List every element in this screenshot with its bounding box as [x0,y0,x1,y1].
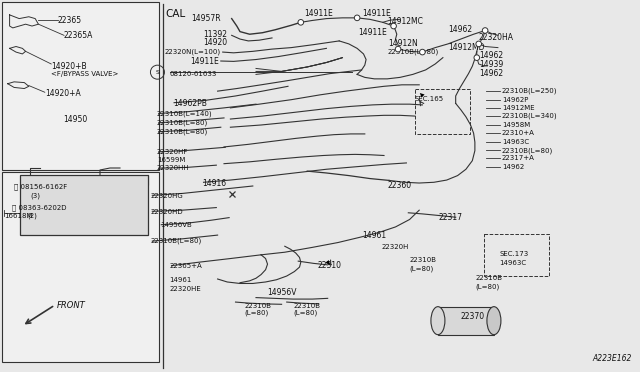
Text: 14962PB: 14962PB [173,99,207,108]
Bar [438,307,494,335]
Circle shape [391,23,396,29]
Text: 22310B(L=80): 22310B(L=80) [150,238,202,244]
Text: 22310B(L=80): 22310B(L=80) [157,128,208,135]
Circle shape [355,15,360,21]
Text: 14920+A: 14920+A [45,89,81,97]
Text: 22365+A: 22365+A [170,263,202,269]
Text: 14911E: 14911E [190,57,219,65]
Text: 16599M: 16599M [157,157,185,163]
Ellipse shape [431,307,445,335]
Text: 14963C: 14963C [502,139,529,145]
Text: 22310: 22310 [317,261,342,270]
Text: 22320HE: 22320HE [170,286,202,292]
Circle shape [476,41,481,47]
Text: 22310+A: 22310+A [502,130,534,136]
Text: 22310B: 22310B [293,303,320,309]
Text: 22310B(L=140): 22310B(L=140) [157,110,212,117]
Text: 14916: 14916 [202,179,227,187]
Text: 22310B(L=250): 22310B(L=250) [502,87,557,94]
Text: 16618M: 16618M [4,213,33,219]
Text: 22370: 22370 [461,312,485,321]
Text: 14956V: 14956V [268,288,297,296]
Text: 14962: 14962 [479,69,503,78]
Text: 14957R: 14957R [191,14,221,23]
Text: (L=80): (L=80) [244,310,269,317]
Text: 14963C: 14963C [499,260,526,266]
Text: 14912MD: 14912MD [448,43,484,52]
Text: 22310B(L=80): 22310B(L=80) [502,147,553,154]
Text: 22365A: 22365A [64,31,93,40]
Text: 14962: 14962 [448,25,472,33]
Text: 22320HF: 22320HF [157,149,188,155]
Text: 22310B(L=80): 22310B(L=80) [157,119,208,126]
Text: 14911E: 14911E [358,28,387,37]
Text: Ⓑ 08156-6162F: Ⓑ 08156-6162F [14,184,67,190]
Text: 14962: 14962 [502,164,524,170]
Text: 22310B: 22310B [244,303,271,309]
Ellipse shape [487,307,501,335]
Bar [415,89,470,134]
Circle shape [483,28,488,33]
Text: 22365: 22365 [58,16,82,25]
Text: 14961: 14961 [362,231,387,240]
Text: 14956VB: 14956VB [160,222,192,228]
Text: A223E162: A223E162 [593,354,632,363]
Text: (2): (2) [27,212,36,219]
Text: 22320N(L=100): 22320N(L=100) [164,48,221,55]
Text: 22310B(L=80): 22310B(L=80) [388,49,439,55]
Text: (L=80): (L=80) [293,310,317,317]
Text: 14962: 14962 [479,51,503,60]
Text: 14920: 14920 [203,38,227,46]
Text: 22360: 22360 [388,181,412,190]
Text: 14961: 14961 [170,277,192,283]
Bar [20,175,148,235]
Text: 22320HD: 22320HD [150,209,183,215]
Text: 14912ME: 14912ME [502,105,534,111]
Text: (L=80): (L=80) [476,283,500,290]
Text: 08120-61633: 08120-61633 [170,71,217,77]
Text: 22317: 22317 [438,213,463,222]
Bar [2,2,159,170]
Text: 22320HG: 22320HG [150,193,183,199]
Text: (3): (3) [31,192,41,199]
Text: 14912MC: 14912MC [387,17,423,26]
Text: 22317+A: 22317+A [502,155,534,161]
Text: 22320HH: 22320HH [157,165,189,171]
Circle shape [396,46,401,52]
Text: 22310B: 22310B [476,275,502,281]
Bar [484,234,549,276]
Circle shape [474,55,479,61]
Text: 14911E: 14911E [305,9,333,17]
Circle shape [298,19,303,25]
Text: S: S [156,70,159,75]
Text: 14962P: 14962P [502,97,528,103]
Text: 14939: 14939 [479,60,503,69]
Text: SEC.173: SEC.173 [499,251,529,257]
Text: 14912N: 14912N [388,39,417,48]
Text: 14958M: 14958M [502,122,530,128]
Text: 22310B: 22310B [410,257,436,263]
Text: (L=80): (L=80) [410,265,434,272]
Text: 22310B(L=340): 22310B(L=340) [502,113,557,119]
Text: 14920+B: 14920+B [51,62,87,71]
Text: 22320H: 22320H [381,244,409,250]
Text: 14950: 14950 [63,115,88,124]
Text: Ⓢ 08363-6202D: Ⓢ 08363-6202D [12,204,66,211]
Text: CAL: CAL [165,9,186,19]
Circle shape [420,49,425,55]
Text: FRONT: FRONT [56,301,85,310]
Bar [2,172,159,362]
Text: 11392: 11392 [204,30,227,39]
Text: SEC.165: SEC.165 [415,96,444,102]
Text: 22320HA: 22320HA [479,33,514,42]
Text: <F/BYPASS VALVE>: <F/BYPASS VALVE> [51,71,118,77]
Text: 14911E: 14911E [362,9,391,17]
